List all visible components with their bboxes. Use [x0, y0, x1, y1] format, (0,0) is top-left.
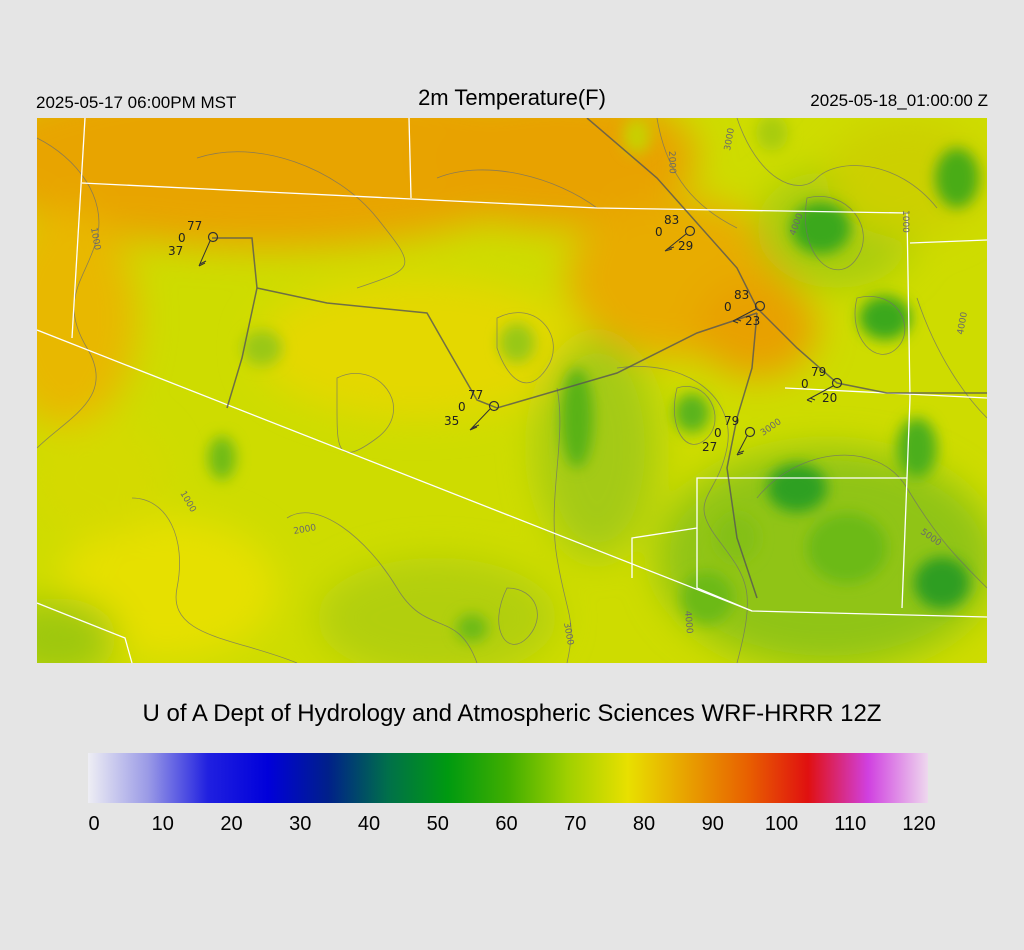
station-wind: 0: [801, 377, 809, 391]
highways: [212, 118, 987, 599]
colorbar-tick-label: 80: [632, 813, 656, 835]
station-circle-icon: [831, 377, 843, 389]
contour-label: 3000: [561, 622, 575, 647]
station-plot[interactable]: 79 0 27: [702, 414, 756, 456]
station-plot[interactable]: 77 0 35: [444, 388, 500, 431]
colorbar-ticks: 0 10 20 30 40 50 60 70 80 90 100 110 120: [0, 813, 1024, 843]
station-plots: 77 0 37 83 0 29 83 0 23 79 0 20: [168, 213, 843, 456]
elevation-contours: [37, 118, 987, 663]
station-circle-icon: [207, 231, 219, 243]
station-temp: 77: [468, 388, 483, 402]
station-temp: 79: [724, 414, 739, 428]
temperature-map: 1000 1000 1000 2000 2000 3000 3000 3000 …: [37, 118, 987, 663]
contour-label: 4000: [956, 311, 970, 336]
station-wind: 0: [178, 231, 186, 245]
station-temp: 79: [811, 365, 826, 379]
colorbar-tick-label: 120: [902, 813, 936, 835]
colorbar-tick-label: 50: [426, 813, 449, 835]
wind-barb-icon: [198, 240, 211, 267]
colorbar-tick-label: 0: [88, 813, 100, 835]
station-temp: 83: [664, 213, 679, 227]
station-dewpoint: 29: [678, 239, 693, 253]
colorbar-tick-label: 90: [701, 813, 724, 835]
station-dewpoint: 27: [702, 440, 717, 454]
wind-barb-icon: [806, 385, 834, 403]
wind-barb-icon: [469, 408, 491, 431]
station-plot[interactable]: 77 0 37: [168, 219, 219, 267]
station-dewpoint: 20: [822, 391, 837, 405]
colorbar-tick-label: 110: [834, 813, 867, 835]
station-circle-icon: [754, 300, 766, 312]
station-wind: 0: [714, 426, 722, 440]
wind-barb-icon: [736, 435, 748, 456]
station-circle-icon: [684, 225, 696, 237]
contour-label: 4000: [682, 610, 694, 634]
temperature-field: [37, 118, 987, 663]
colorbar-tick-label: 60: [495, 813, 518, 835]
colorbar-tick-label: 40: [357, 813, 381, 835]
valid-time-local: 2025-05-17 06:00PM MST: [36, 93, 237, 112]
colorbar-tick-label: 100: [764, 813, 799, 835]
station-plot[interactable]: 83 0 29: [655, 213, 696, 253]
station-dewpoint: 23: [745, 314, 760, 328]
colorbar-tick-label: 30: [289, 813, 312, 835]
station-wind: 0: [655, 225, 663, 239]
colorbar-tick-label: 20: [220, 813, 243, 835]
station-temp: 83: [734, 288, 749, 302]
map-title: 2m Temperature(F): [418, 85, 606, 110]
wind-barb-icon: [732, 308, 757, 324]
station-wind: 0: [724, 300, 732, 314]
station-circle-icon: [488, 400, 500, 412]
temperature-colorbar: [88, 753, 928, 803]
station-wind: 0: [458, 400, 466, 414]
contour-label: 1000: [900, 210, 910, 233]
station-circle-icon: [744, 426, 756, 438]
contour-label: 3000: [723, 127, 737, 152]
station-dewpoint: 37: [168, 244, 183, 258]
colorbar-tick-label: 10: [151, 813, 174, 835]
station-plot[interactable]: 79 0 20: [801, 365, 843, 405]
model-credit: U of A Dept of Hydrology and Atmospheric…: [142, 700, 882, 727]
station-temp: 77: [187, 219, 202, 233]
station-plot[interactable]: 83 0 23: [724, 288, 766, 328]
valid-time-utc: 2025-05-18_01:00:00 Z: [810, 91, 988, 110]
colorbar-tick-label: 70: [564, 813, 587, 835]
contour-label: 2000: [293, 523, 318, 537]
contour-label: 1000: [88, 227, 102, 252]
wind-barb-icon: [664, 233, 687, 252]
contour-label: 2000: [666, 151, 677, 175]
station-dewpoint: 35: [444, 414, 459, 428]
